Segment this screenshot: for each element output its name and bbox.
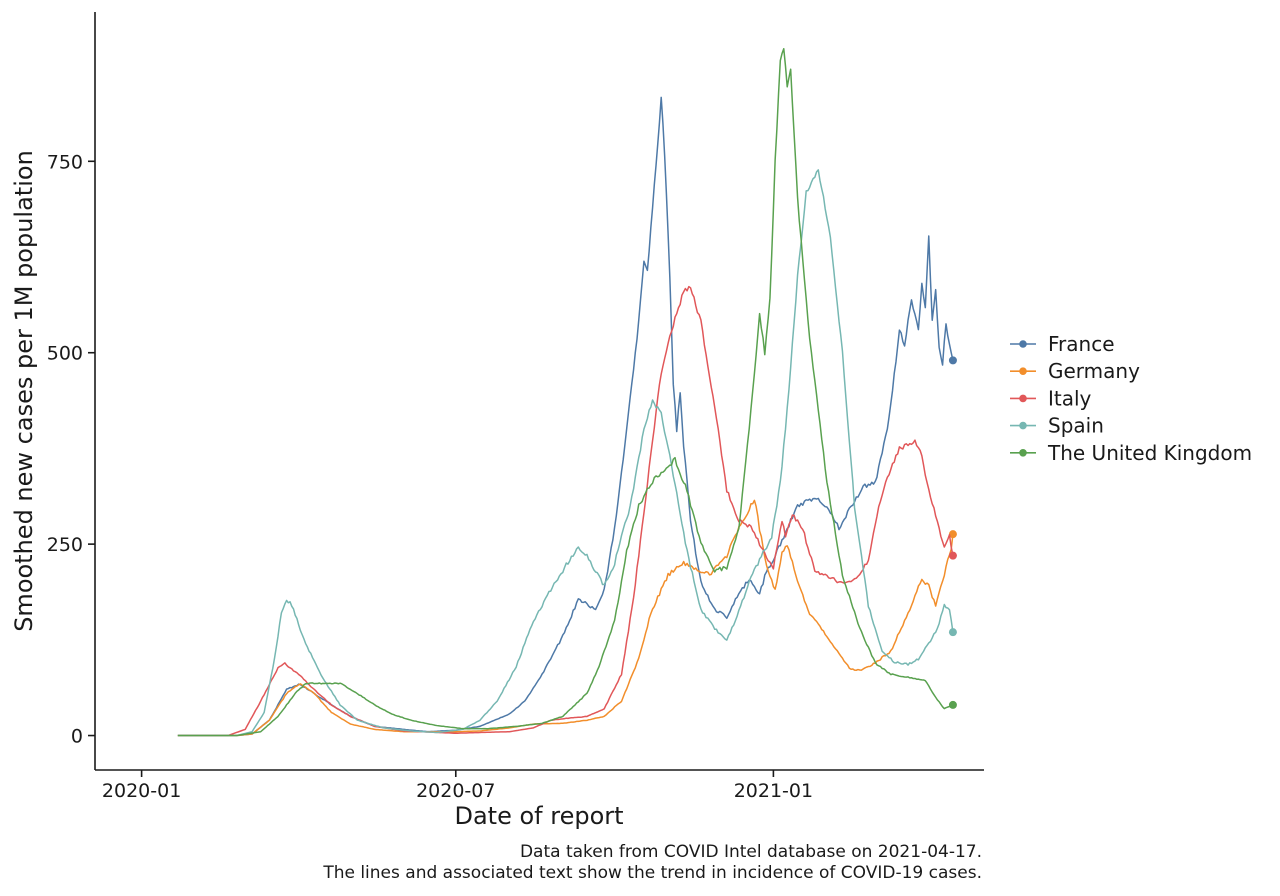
- x-tick-label: 2020-07: [416, 780, 495, 802]
- series-line-italy: [177, 285, 954, 737]
- y-tick-label: 750: [47, 151, 83, 173]
- x-axis-title: Date of report: [454, 802, 623, 830]
- series-line-france: [177, 96, 954, 737]
- series-line-the-united-kingdom: [177, 47, 954, 737]
- legend-item: Spain: [1010, 414, 1104, 438]
- legend-item: Italy: [1010, 386, 1092, 410]
- legend-point-swatch: [1019, 421, 1027, 430]
- legend-label: Spain: [1048, 414, 1104, 438]
- series-line-spain: [177, 169, 954, 737]
- legend-item: Germany: [1010, 359, 1140, 383]
- legend-point-swatch: [1019, 449, 1027, 457]
- caption-line-1: Data taken from COVID Intel database on …: [520, 842, 982, 862]
- legend-point-swatch: [1019, 394, 1027, 403]
- series-end-point: [948, 628, 957, 637]
- series-line-germany: [177, 499, 954, 737]
- legend-label: France: [1048, 332, 1115, 356]
- x-tick-label: 2020-01: [102, 780, 181, 802]
- axes: 0 250 500 750 2020-01 2020-07 2021-01: [47, 12, 984, 802]
- x-tick-label: 2021-01: [734, 780, 813, 802]
- x-ticks: 2020-01 2020-07 2021-01: [102, 770, 813, 802]
- caption-line-2: The lines and associated text show the t…: [322, 863, 982, 883]
- series-end-point: [948, 530, 957, 539]
- y-ticks: 0 250 500 750: [47, 151, 95, 748]
- legend-label: Germany: [1048, 359, 1140, 383]
- series-end-point: [948, 700, 957, 709]
- y-tick-label: 250: [47, 534, 83, 556]
- y-axis-title: Smoothed new cases per 1M population: [10, 150, 38, 632]
- legend-label: Italy: [1048, 386, 1092, 410]
- series-end-point: [948, 551, 957, 560]
- y-tick-label: 500: [47, 343, 83, 365]
- legend-item: France: [1010, 332, 1115, 356]
- legend-point-swatch: [1019, 367, 1027, 376]
- y-tick-label: 0: [71, 726, 83, 748]
- legend-item: The United Kingdom: [1010, 441, 1252, 465]
- legend-label: The United Kingdom: [1047, 441, 1252, 465]
- legend-point-swatch: [1019, 340, 1027, 348]
- plot-series: [177, 47, 957, 737]
- series-end-point: [948, 356, 957, 365]
- legend: France Germany Italy Spain The United Kingdo…: [1010, 332, 1252, 465]
